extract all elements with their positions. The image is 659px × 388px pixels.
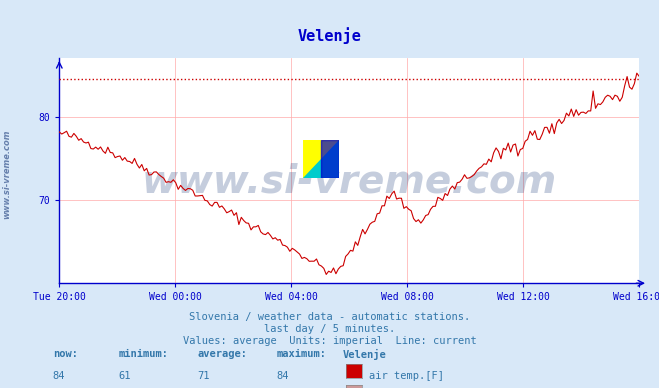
- Text: last day / 5 minutes.: last day / 5 minutes.: [264, 324, 395, 334]
- Text: average:: average:: [198, 349, 248, 359]
- Text: now:: now:: [53, 349, 78, 359]
- Text: Velenje: Velenje: [298, 27, 361, 44]
- Text: maximum:: maximum:: [277, 349, 327, 359]
- Text: Values: average  Units: imperial  Line: current: Values: average Units: imperial Line: cu…: [183, 336, 476, 346]
- Polygon shape: [303, 140, 339, 178]
- Text: air temp.[F]: air temp.[F]: [369, 371, 444, 381]
- Text: 84: 84: [277, 371, 289, 381]
- Text: www.si-vreme.com: www.si-vreme.com: [2, 130, 11, 219]
- Text: 61: 61: [119, 371, 131, 381]
- Text: Slovenia / weather data - automatic stations.: Slovenia / weather data - automatic stat…: [189, 312, 470, 322]
- Text: www.si-vreme.com: www.si-vreme.com: [142, 163, 557, 201]
- Text: 71: 71: [198, 371, 210, 381]
- Text: Velenje: Velenje: [343, 349, 386, 360]
- Text: minimum:: minimum:: [119, 349, 169, 359]
- Polygon shape: [322, 140, 339, 178]
- Text: 84: 84: [53, 371, 65, 381]
- Polygon shape: [303, 140, 339, 178]
